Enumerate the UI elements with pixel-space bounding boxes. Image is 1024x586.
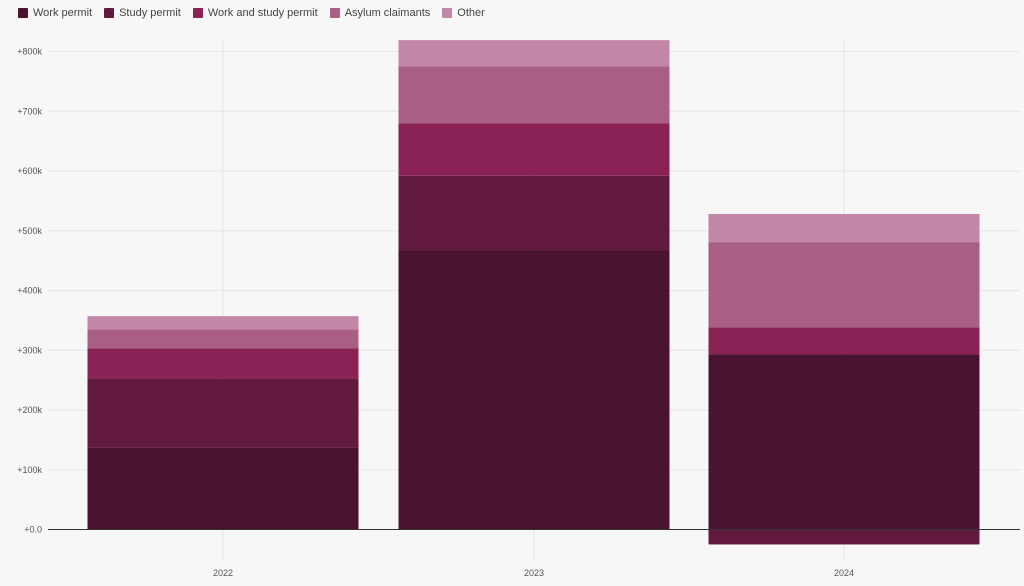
legend-swatch bbox=[329, 8, 340, 18]
legend-label: Other bbox=[457, 7, 485, 19]
legend-label: Study permit bbox=[119, 7, 181, 19]
y-tick-label: +0.0 bbox=[24, 525, 42, 535]
legend-label: Work permit bbox=[33, 7, 93, 19]
legend-item-work-permit[interactable]: Work permit bbox=[18, 7, 92, 19]
y-tick-label: +500k bbox=[17, 226, 42, 236]
y-tick-label: +200k bbox=[17, 405, 42, 415]
legend-swatch bbox=[104, 8, 115, 18]
legend-swatch bbox=[18, 8, 28, 18]
bar-2024-asylum-claimants[interactable] bbox=[708, 242, 980, 328]
bar-2024-study-permit[interactable] bbox=[708, 529, 980, 545]
y-tick-label: +400k bbox=[17, 286, 42, 296]
y-tick-label: +600k bbox=[17, 166, 42, 176]
bar-2023-work-permit[interactable] bbox=[398, 250, 670, 530]
bar-2022-asylum-claimants[interactable] bbox=[87, 329, 359, 349]
bar-2023-other[interactable] bbox=[398, 40, 670, 67]
bar-2022-study-permit[interactable] bbox=[87, 378, 359, 448]
y-tick-label: +700k bbox=[17, 106, 42, 116]
bar-2024-work-permit[interactable] bbox=[708, 354, 980, 530]
legend-swatch bbox=[192, 8, 203, 18]
x-tick-label: 2024 bbox=[834, 568, 854, 578]
bar-2022-other[interactable] bbox=[87, 316, 359, 330]
bar-2023-asylum-claimants[interactable] bbox=[398, 66, 670, 124]
x-tick-label: 2022 bbox=[213, 568, 233, 578]
legend-item-study-permit[interactable]: Study permit bbox=[104, 7, 181, 19]
bar-2024-work-and-study-permit[interactable] bbox=[708, 327, 980, 355]
legend-label: Asylum claimants bbox=[344, 7, 431, 19]
bar-2023-study-permit[interactable] bbox=[398, 175, 670, 251]
legend-swatch bbox=[442, 8, 453, 18]
x-tick-label: 2023 bbox=[524, 568, 544, 578]
y-tick-label: +300k bbox=[17, 345, 42, 355]
legend-item-asylum-claimants[interactable]: Asylum claimants bbox=[329, 7, 431, 19]
bar-2023-work-and-study-permit[interactable] bbox=[398, 123, 670, 176]
chart-legend: Work permit Study permit Work and study pe… bbox=[18, 7, 485, 19]
legend-item-other[interactable]: Other bbox=[442, 7, 485, 19]
legend-item-work-and-study-permit[interactable]: Work and study permit bbox=[192, 7, 318, 19]
bar-2022-work-permit[interactable] bbox=[87, 447, 359, 530]
y-tick-label: +800k bbox=[17, 47, 42, 57]
bar-2024-other[interactable] bbox=[708, 214, 980, 243]
legend-label: Work and study permit bbox=[207, 7, 318, 19]
y-tick-label: +100k bbox=[17, 465, 42, 475]
bar-2022-work-and-study-permit[interactable] bbox=[87, 348, 359, 379]
